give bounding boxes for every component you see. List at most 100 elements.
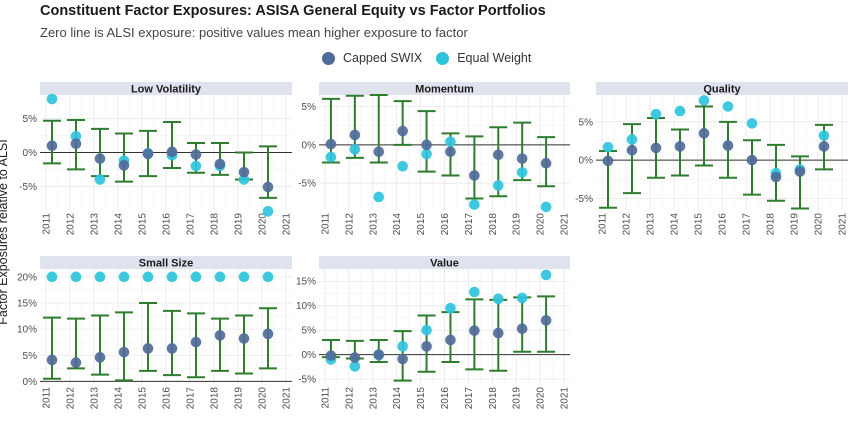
x-tick-label: 2021 — [282, 387, 293, 410]
y-tick-label: 15% — [17, 298, 37, 309]
x-tick-label: 2013 — [90, 387, 101, 410]
x-tick-label: 2020 — [536, 213, 547, 236]
x-tick-label: 2017 — [464, 213, 475, 236]
point-equal-weight — [746, 118, 758, 129]
point-capped-swix — [118, 346, 130, 358]
error-bar — [115, 311, 133, 382]
point-capped-swix — [397, 125, 408, 137]
x-tick-label: 2012 — [622, 213, 633, 236]
y-tick-label: -5% — [575, 194, 593, 205]
point-capped-swix — [540, 157, 552, 169]
panel-quality: Quality -5% 0% 5% 2011 2012 2013 2014 2015 2016 20… — [575, 82, 849, 236]
point-equal-weight — [214, 271, 226, 283]
x-tick-label: 2021 — [282, 213, 293, 236]
legend-item-capped-swix: Capped SWIX — [322, 51, 422, 65]
point-capped-swix — [190, 149, 202, 160]
point-capped-swix — [516, 323, 528, 335]
x-tick-label: 2011 — [598, 213, 609, 235]
x-tick-label: 2014 — [114, 387, 125, 410]
point-equal-weight — [626, 134, 638, 145]
point-capped-swix — [445, 334, 456, 346]
x-tick-label: 2016 — [718, 213, 729, 236]
point-capped-swix — [262, 181, 274, 193]
point-equal-weight — [540, 201, 552, 213]
x-tick-label: 2016 — [440, 387, 451, 410]
point-capped-swix — [770, 171, 782, 183]
point-equal-weight — [698, 95, 710, 106]
panel-strip — [40, 256, 292, 269]
panel-title: Momentum — [415, 84, 474, 96]
y-tick-label: 0% — [23, 377, 38, 388]
legend-item-equal-weight: Equal Weight — [436, 51, 531, 65]
point-equal-weight — [94, 174, 106, 185]
point-capped-swix — [516, 153, 528, 164]
point-equal-weight — [142, 271, 154, 283]
panel-low-volatility: Low Volatility -5% 0% 5% 2011 2012 2013 2014 201… — [19, 82, 293, 236]
point-capped-swix — [698, 128, 710, 139]
error-bar — [139, 301, 157, 372]
point-equal-weight — [818, 130, 830, 141]
point-equal-weight — [238, 174, 250, 185]
point-equal-weight — [190, 271, 202, 283]
y-tick-label: -5% — [298, 179, 316, 190]
point-capped-swix — [70, 357, 82, 368]
error-bar — [163, 309, 181, 377]
x-tick-label: 2013 — [368, 387, 379, 410]
x-tick-label: 2017 — [186, 387, 197, 410]
point-equal-weight — [397, 161, 408, 172]
x-tick-label: 2012 — [344, 387, 355, 410]
point-equal-weight — [540, 269, 552, 281]
x-tick-label: 2012 — [66, 387, 77, 410]
x-tick-label: 2018 — [488, 387, 499, 410]
point-equal-weight — [469, 199, 480, 210]
x-tick-label: 2011 — [42, 213, 53, 235]
x-tick-label: 2016 — [440, 213, 451, 236]
x-tick-label: 2014 — [114, 213, 125, 236]
x-tick-label: 2016 — [162, 213, 173, 236]
point-equal-weight — [492, 180, 504, 191]
point-equal-weight — [469, 286, 480, 298]
point-capped-swix — [238, 333, 250, 344]
point-capped-swix — [70, 138, 82, 150]
y-tick-label: 5% — [579, 117, 594, 128]
x-tick-label: 2015 — [416, 213, 427, 236]
point-capped-swix — [421, 139, 432, 151]
point-equal-weight — [70, 271, 82, 283]
point-equal-weight — [325, 151, 337, 163]
x-tick-label: 2012 — [66, 213, 77, 236]
x-tick-label: 2011 — [42, 387, 53, 409]
point-equal-weight — [421, 148, 432, 160]
x-tick-label: 2011 — [320, 213, 331, 235]
point-capped-swix — [626, 144, 638, 156]
point-capped-swix — [325, 350, 337, 361]
x-tick-label: 2013 — [646, 213, 657, 236]
point-equal-weight — [722, 101, 734, 112]
y-tick-label: 10% — [296, 301, 316, 312]
y-tick-label: 5% — [302, 102, 317, 113]
point-equal-weight — [46, 271, 58, 283]
x-tick-label: 2019 — [234, 387, 245, 410]
legend-swatch-equal-weight — [436, 51, 450, 65]
panel-momentum: Momentum -5% 0% 5% 2011 2012 2013 2014 2015 2016 2… — [298, 82, 571, 236]
point-capped-swix — [373, 349, 385, 360]
x-tick-label: 2018 — [210, 387, 221, 410]
panel-title: Low Volatility — [131, 84, 202, 96]
point-equal-weight — [118, 271, 130, 283]
x-tick-label: 2016 — [162, 387, 173, 410]
x-tick-label: 2019 — [790, 213, 801, 236]
chart-legend: Capped SWIX Equal Weight — [322, 51, 545, 65]
point-capped-swix — [94, 352, 106, 363]
y-tick-label: 0% — [579, 156, 594, 167]
point-equal-weight — [70, 130, 82, 142]
point-capped-swix — [794, 166, 806, 177]
y-tick-label: 15% — [296, 277, 316, 288]
panel-title: Quality — [703, 84, 741, 96]
panel-title: Value — [430, 258, 459, 270]
legend-swatch-capped-swix — [322, 51, 335, 65]
point-equal-weight — [674, 105, 686, 117]
point-capped-swix — [492, 149, 504, 161]
point-equal-weight — [516, 292, 528, 304]
point-capped-swix — [349, 129, 361, 141]
point-equal-weight — [262, 206, 274, 217]
point-capped-swix — [46, 140, 58, 152]
